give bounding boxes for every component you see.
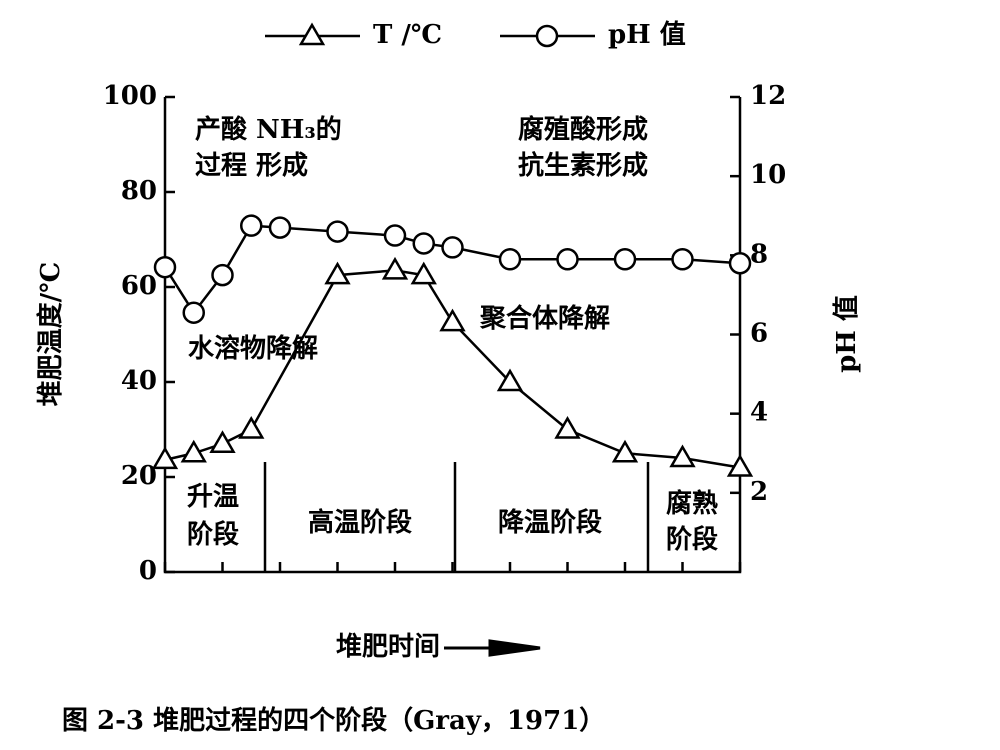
triangle-marker [611, 439, 639, 463]
triangle-marker [726, 454, 754, 477]
y2-tick-label: 12 [750, 81, 786, 111]
annotation: 聚合体降解 [479, 303, 610, 334]
y-tick-label: 80 [121, 176, 157, 206]
y2-axis-label: pH 值 [832, 295, 862, 373]
y2-tick-label: 2 [750, 477, 768, 507]
triangle-marker [554, 416, 581, 439]
circle-marker [412, 232, 435, 255]
triangle-marker [381, 256, 409, 280]
circle-marker [240, 214, 263, 237]
annotation: 腐殖酸形成 [518, 114, 648, 145]
triangle-marker [439, 308, 466, 332]
y2-tick-label: 6 [750, 319, 768, 349]
y-tick-label: 0 [139, 556, 157, 586]
triangle-marker [410, 261, 437, 285]
y-tick-label: 100 [103, 81, 157, 111]
legend-label: T /℃ [373, 20, 442, 50]
legend-label: pH 值 [608, 20, 686, 50]
y2-tick-label: 8 [750, 239, 768, 269]
circle-marker [182, 301, 205, 324]
y-axis-label: 堆肥温度/℃ [35, 262, 66, 407]
stage-label: 升温 [187, 482, 239, 512]
triangle-marker [151, 446, 179, 470]
y2-tick-label: 4 [750, 398, 768, 428]
circle-marker [441, 236, 464, 259]
circle-marker [556, 248, 579, 271]
stage-label: 高温阶段 [308, 507, 412, 538]
circle-marker [153, 255, 177, 279]
annotation: 过程 形成 [195, 151, 308, 181]
triangle-marker [324, 261, 351, 285]
caption: 图 2-3 堆肥过程的四个阶段（Gray，1971） [62, 705, 605, 736]
annotation: 抗生素形成 [518, 150, 648, 181]
circle-marker [211, 263, 234, 287]
stage-label: 腐熟 [666, 488, 718, 519]
y-tick-label: 40 [121, 366, 157, 396]
triangle-marker [496, 368, 524, 392]
circle-marker [326, 220, 349, 243]
triangle-marker [209, 430, 236, 453]
stage-label: 降温阶段 [498, 507, 602, 538]
stage-label: 阶段 [187, 519, 239, 550]
y-tick-label: 20 [121, 461, 157, 491]
triangle-marker [180, 439, 207, 463]
circle-marker [728, 252, 752, 275]
circle-marker [498, 248, 522, 271]
annotation: 水溶物降解 [188, 333, 318, 364]
y-tick-label: 60 [121, 271, 157, 301]
stage-label: 阶段 [666, 524, 718, 555]
legend-marker [298, 22, 326, 46]
circle-marker [268, 216, 292, 239]
circle-marker [671, 248, 694, 271]
circle-marker [383, 224, 407, 247]
triangle-marker [669, 444, 696, 468]
arrow [444, 639, 541, 657]
y2-tick-label: 10 [750, 160, 786, 190]
legend-symbol [298, 22, 326, 46]
legend-marker [535, 24, 559, 48]
annotation: 产酸 NH₃的 [195, 114, 342, 145]
legend-symbol [535, 24, 559, 48]
circle-marker [613, 248, 637, 271]
x-axis-label: 堆肥时间 [336, 632, 440, 662]
stage-dividers [263, 462, 650, 572]
triangle-marker [238, 416, 265, 439]
